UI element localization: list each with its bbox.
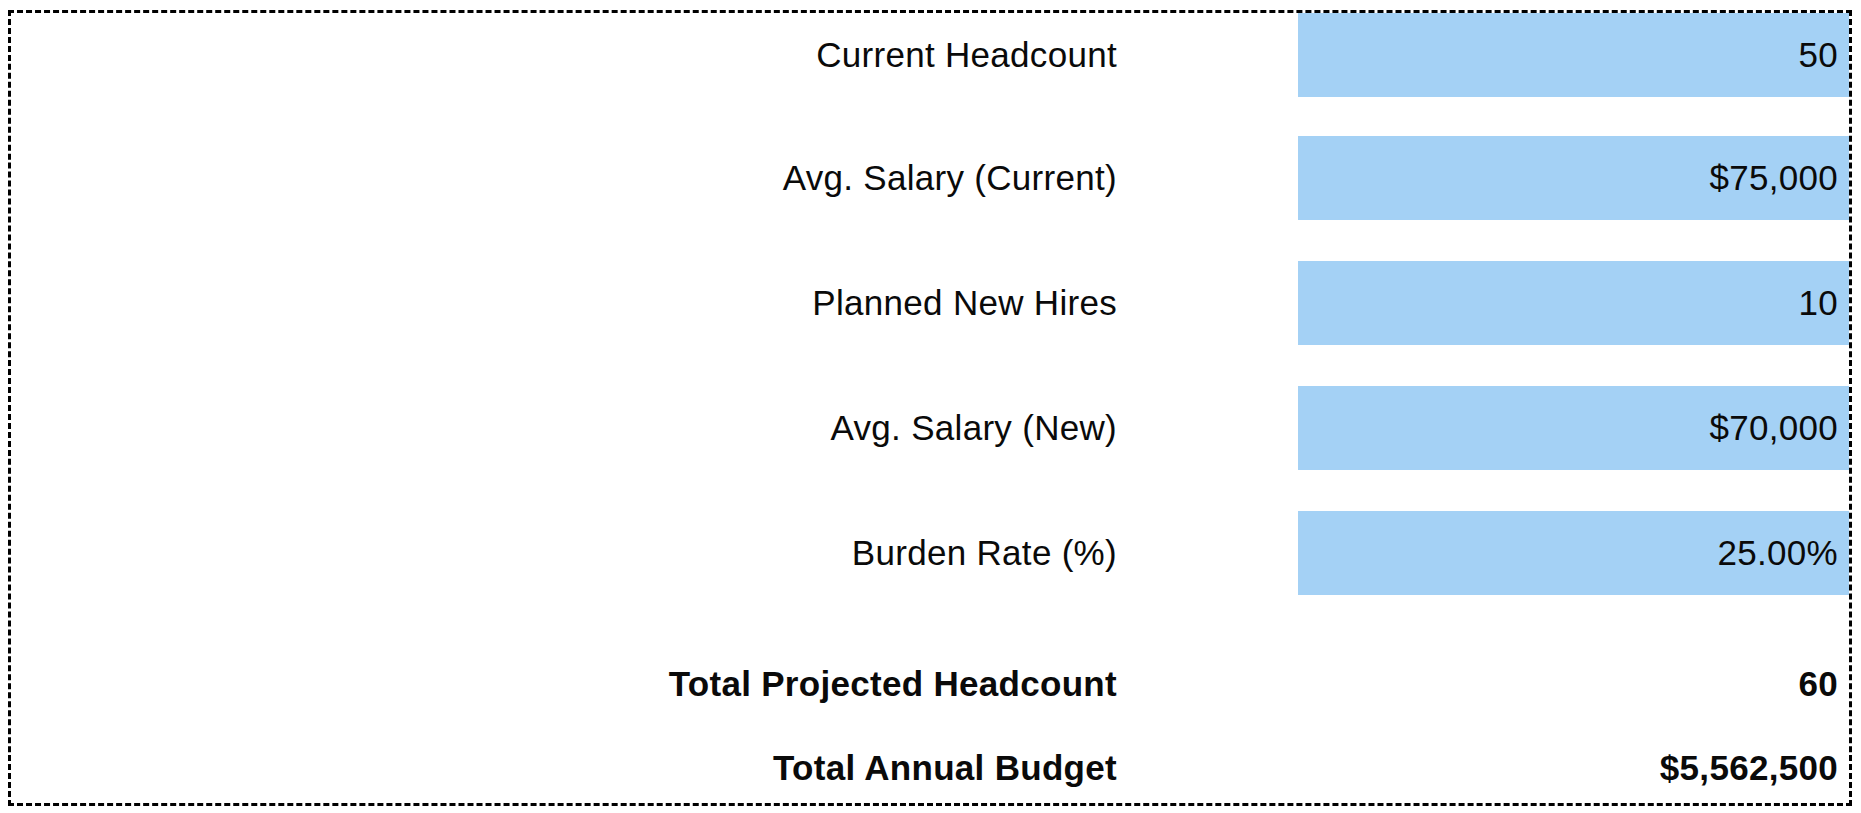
avg-salary-new-value: $70,000 <box>1709 408 1838 448</box>
total-projected-headcount-label: Total Projected Headcount <box>11 664 1298 704</box>
avg-salary-current-input[interactable]: $75,000 <box>1298 136 1849 220</box>
avg-salary-new-label: Avg. Salary (New) <box>11 408 1298 448</box>
avg-salary-new-input[interactable]: $70,000 <box>1298 386 1849 470</box>
total-projected-headcount-value: 60 <box>1298 642 1849 726</box>
row-planned-new-hires: Planned New Hires 10 <box>11 261 1849 345</box>
total-annual-budget-value: $5,562,500 <box>1298 726 1849 810</box>
current-headcount-input[interactable]: 50 <box>1298 13 1849 97</box>
current-headcount-label: Current Headcount <box>11 35 1298 75</box>
total-annual-budget-label: Total Annual Budget <box>11 748 1298 788</box>
avg-salary-current-label: Avg. Salary (Current) <box>11 158 1298 198</box>
planned-new-hires-input[interactable]: 10 <box>1298 261 1849 345</box>
burden-rate-value: 25.00% <box>1717 533 1838 573</box>
row-burden-rate: Burden Rate (%) 25.00% <box>11 511 1849 595</box>
burden-rate-input[interactable]: 25.00% <box>1298 511 1849 595</box>
planned-new-hires-value: 10 <box>1798 283 1838 323</box>
row-avg-salary-current: Avg. Salary (Current) $75,000 <box>11 136 1849 220</box>
row-current-headcount: Current Headcount 50 <box>11 13 1849 97</box>
burden-rate-label: Burden Rate (%) <box>11 533 1298 573</box>
planned-new-hires-label: Planned New Hires <box>11 283 1298 323</box>
avg-salary-current-value: $75,000 <box>1709 158 1838 198</box>
row-total-projected-headcount: Total Projected Headcount 60 <box>11 642 1849 726</box>
budget-calculator-panel: Current Headcount 50 Avg. Salary (Curren… <box>8 10 1852 806</box>
row-avg-salary-new: Avg. Salary (New) $70,000 <box>11 386 1849 470</box>
current-headcount-value: 50 <box>1798 35 1838 75</box>
row-total-annual-budget: Total Annual Budget $5,562,500 <box>11 726 1849 810</box>
